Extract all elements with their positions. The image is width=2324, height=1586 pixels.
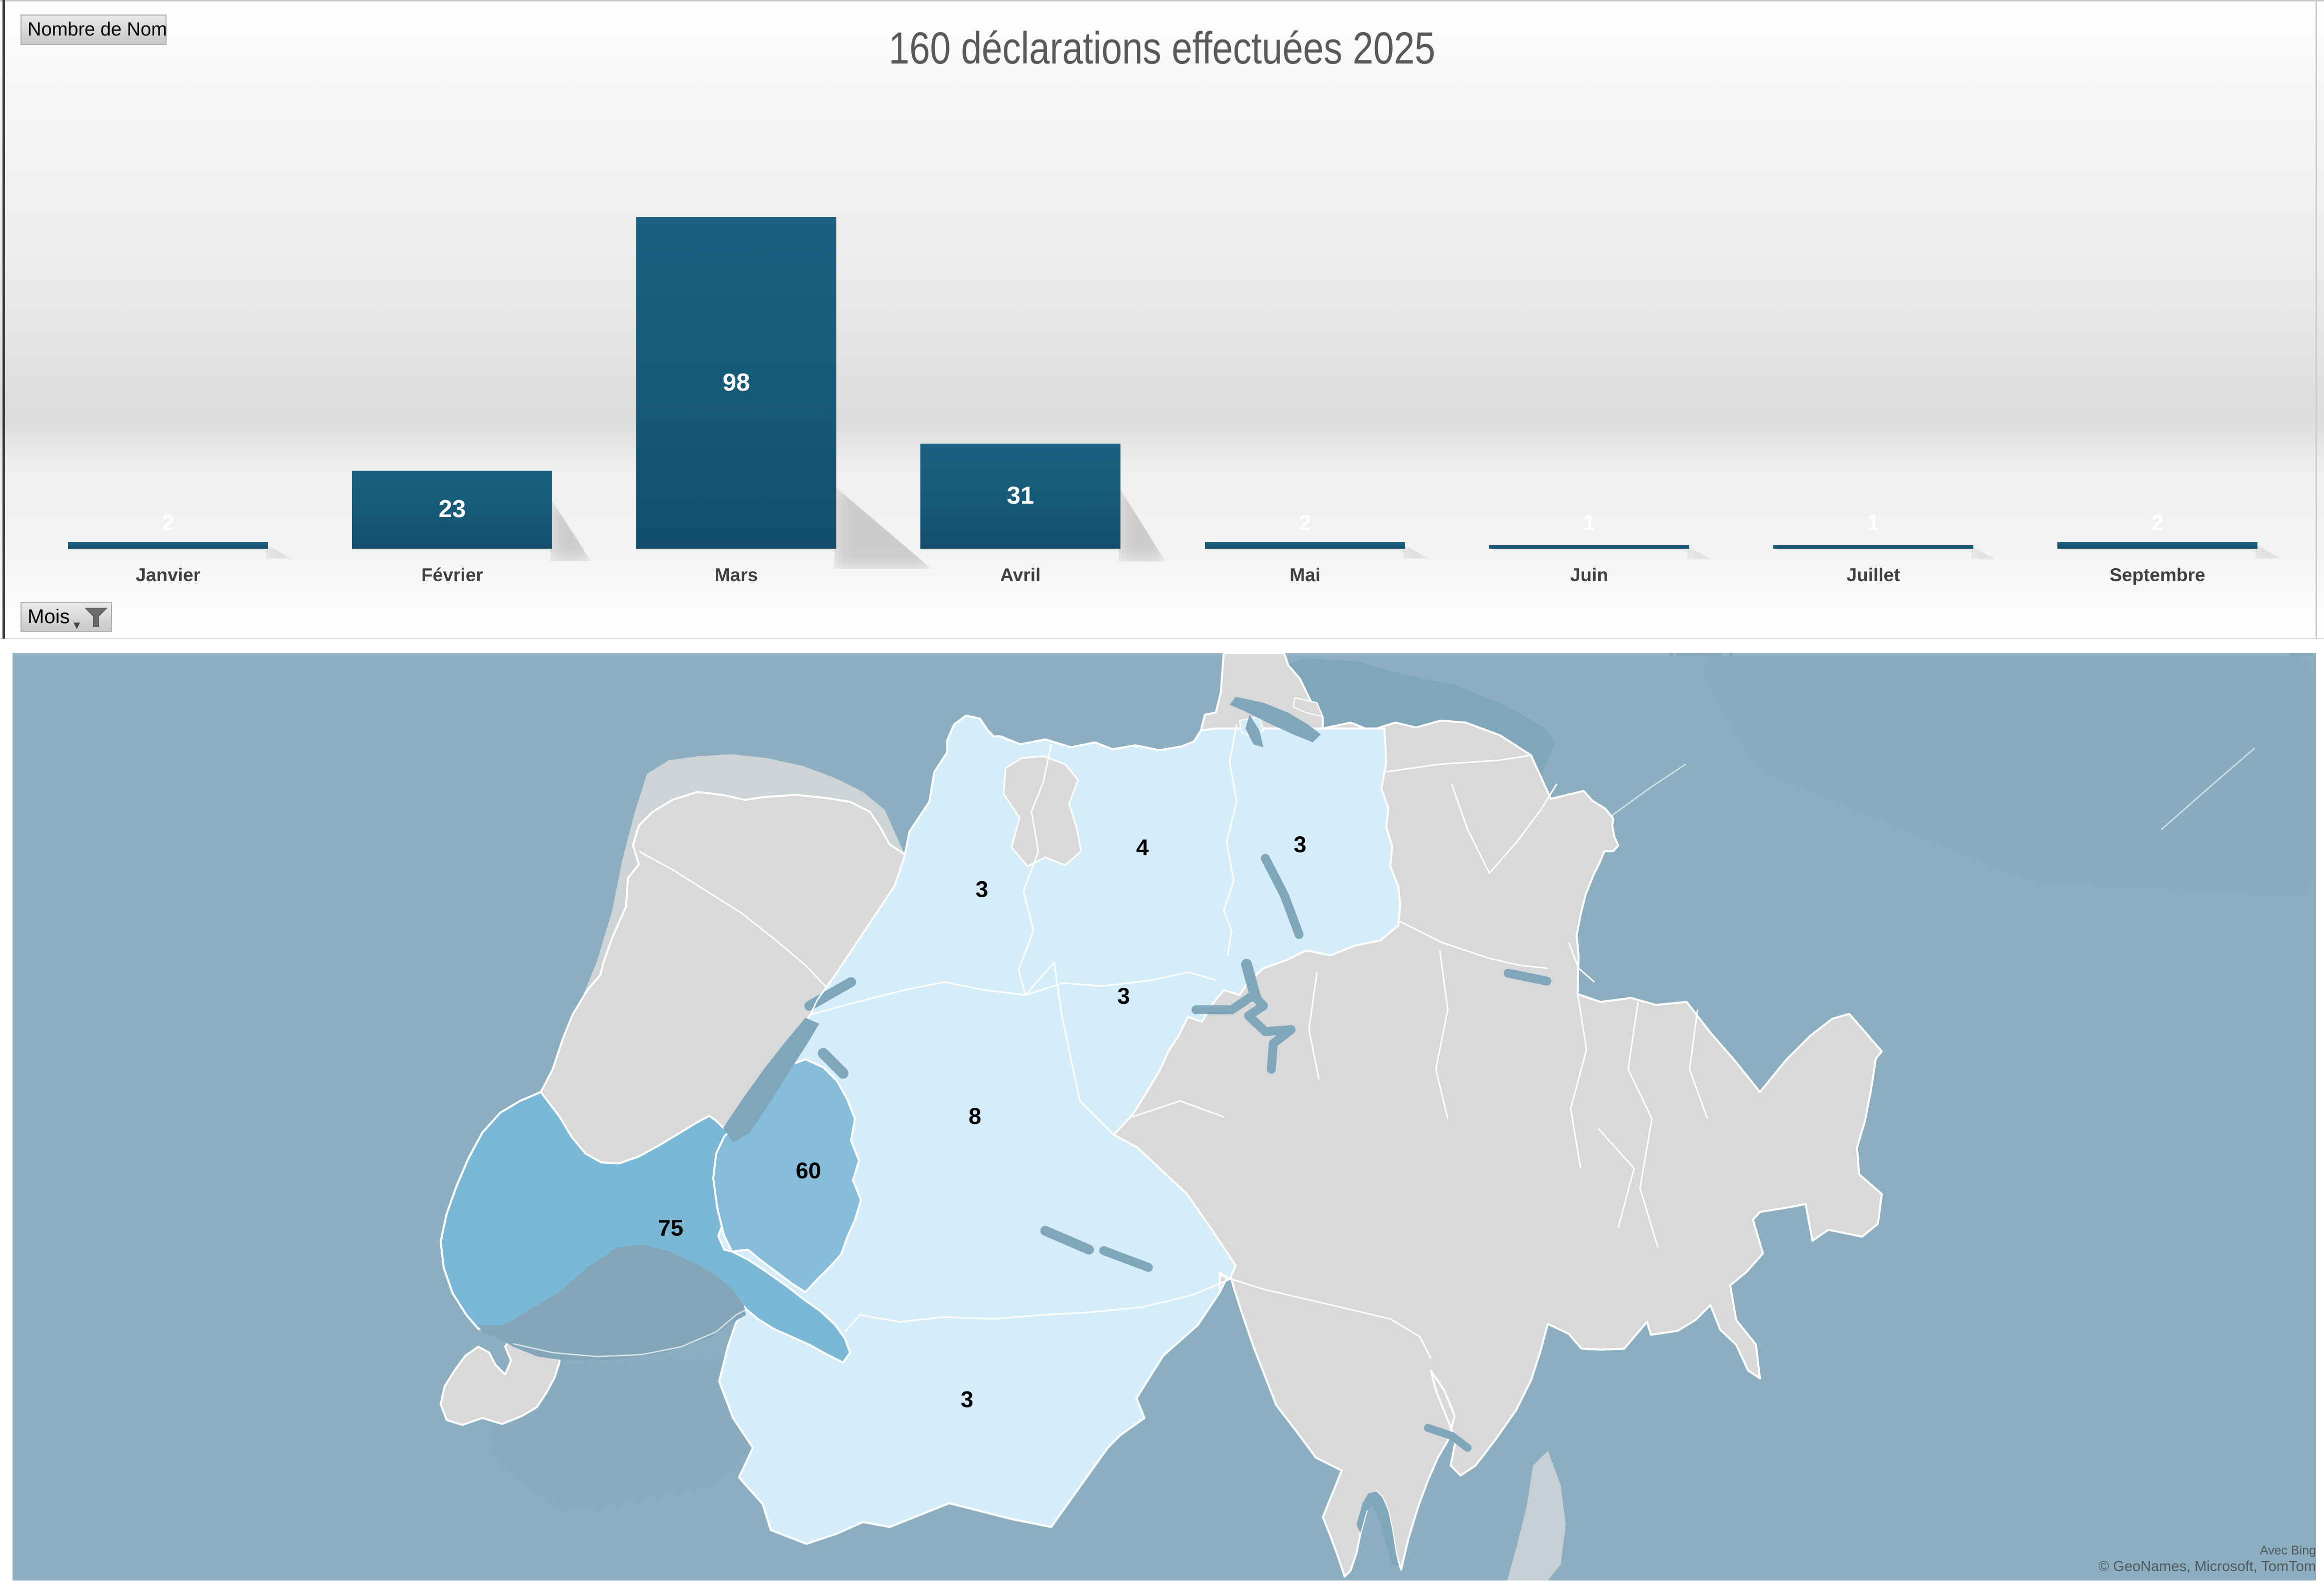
svg-text:3: 3 [1294, 832, 1306, 857]
svg-text:3: 3 [975, 876, 988, 902]
svg-text:75: 75 [658, 1215, 683, 1241]
svg-text:3: 3 [1117, 983, 1130, 1009]
svg-text:8: 8 [968, 1103, 981, 1129]
svg-text:60: 60 [796, 1158, 821, 1183]
svg-text:4: 4 [1136, 835, 1149, 860]
svg-text:3: 3 [961, 1386, 973, 1412]
